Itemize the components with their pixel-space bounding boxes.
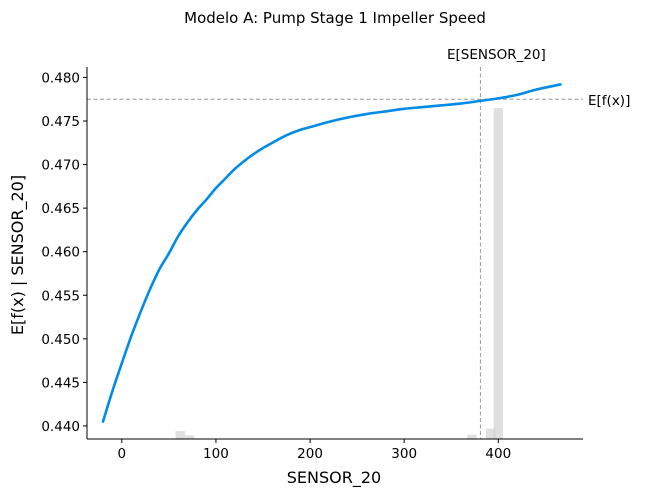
axes	[86, 67, 583, 440]
y-tick-label-5: 0.465	[41, 201, 80, 217]
dependence-line	[101, 83, 562, 423]
series-line-0	[101, 83, 562, 423]
histogram-bar-2	[467, 434, 477, 439]
y-tick-label-6: 0.470	[41, 158, 80, 174]
x-tick-label-2: 200	[297, 446, 323, 462]
chart-title: Modelo A: Pump Stage 1 Impeller Speed	[184, 9, 486, 27]
reference-lines	[87, 67, 583, 439]
y-tick-label-8: 0.480	[41, 70, 80, 86]
y-tick-label-4: 0.460	[41, 245, 80, 261]
ticks: 0 100 200 300 400 0.440 0.445 0.450 0.455 0.460 0.…	[41, 70, 511, 462]
histogram-bar-3	[486, 428, 496, 439]
y-tick-label-0: 0.440	[41, 419, 80, 435]
x-tick-label-1: 100	[203, 446, 229, 462]
x-tick-label-0: 0	[118, 446, 127, 462]
histogram-bar-4	[493, 107, 503, 439]
y-tick-label-2: 0.450	[41, 332, 80, 348]
histogram-bar-0	[175, 431, 185, 439]
y-axis-label: E[f(x) | SENSOR_20]	[8, 175, 28, 335]
x-tick-label-3: 300	[391, 446, 417, 462]
x-axis-label: SENSOR_20	[287, 468, 381, 488]
y-tick-label-1: 0.445	[41, 375, 80, 391]
expected-feature-label: E[SENSOR_20]	[447, 47, 546, 63]
expected-value-label: E[f(x)]	[588, 93, 630, 109]
x-tick-label-4: 400	[485, 446, 511, 462]
histogram-bar-1	[184, 435, 195, 439]
histogram	[175, 107, 503, 439]
y-tick-label-7: 0.475	[41, 114, 80, 130]
y-tick-label-3: 0.455	[41, 288, 80, 304]
